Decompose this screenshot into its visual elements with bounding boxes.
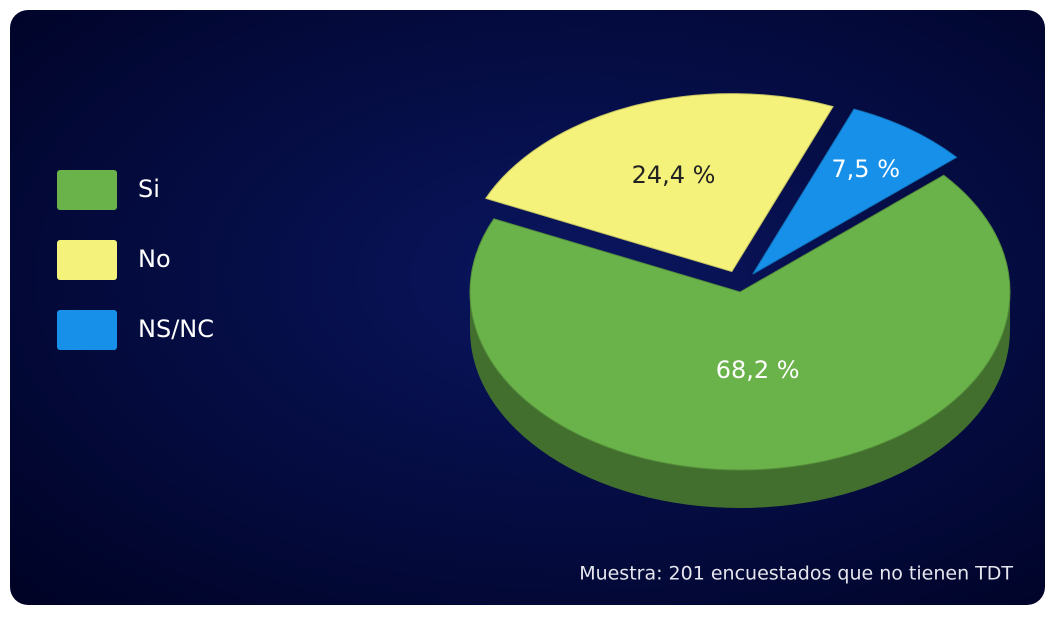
legend-swatch <box>57 310 117 350</box>
legend-label: NS/NC <box>138 315 214 343</box>
legend-label: Si <box>138 175 160 203</box>
slice-side <box>470 292 1010 508</box>
value-label: 68,2 % <box>716 356 800 384</box>
slice <box>469 174 1011 471</box>
slice <box>752 108 958 275</box>
value-label: 7,5 % <box>831 155 900 183</box>
slice <box>484 93 834 273</box>
annotation: Muestra: 201 encuestados que no tienen T… <box>579 563 1013 585</box>
value-label: 24,4 % <box>632 161 716 189</box>
legend-swatch <box>57 170 117 210</box>
legend-label: No <box>138 245 171 273</box>
legend-swatch <box>57 240 117 280</box>
